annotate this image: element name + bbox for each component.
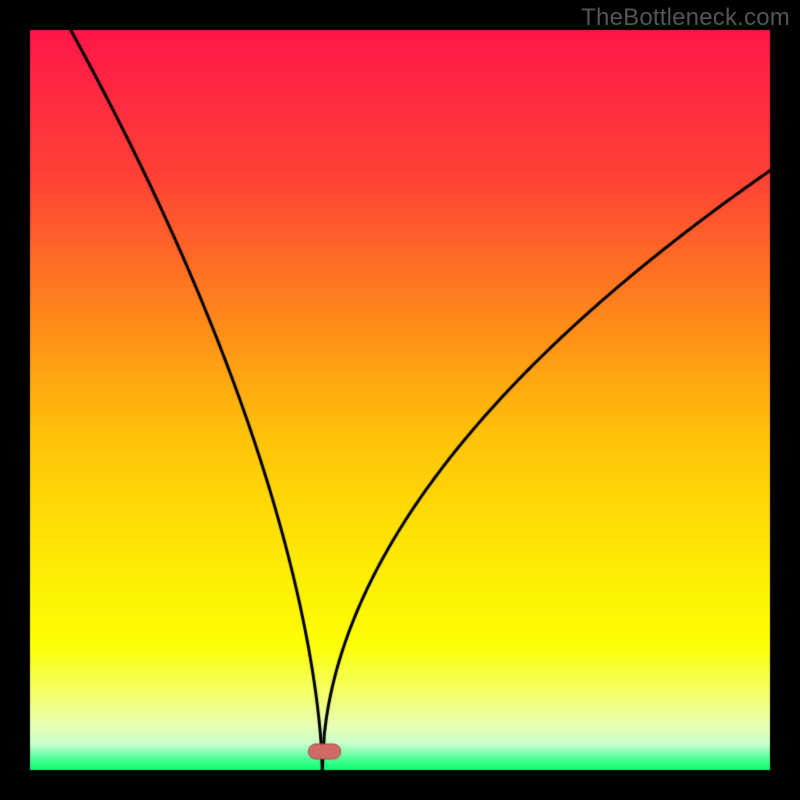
watermark-text: TheBottleneck.com: [581, 4, 790, 32]
chart-container: TheBottleneck.com: [0, 0, 800, 800]
bottleneck-chart-canvas: [0, 0, 800, 800]
